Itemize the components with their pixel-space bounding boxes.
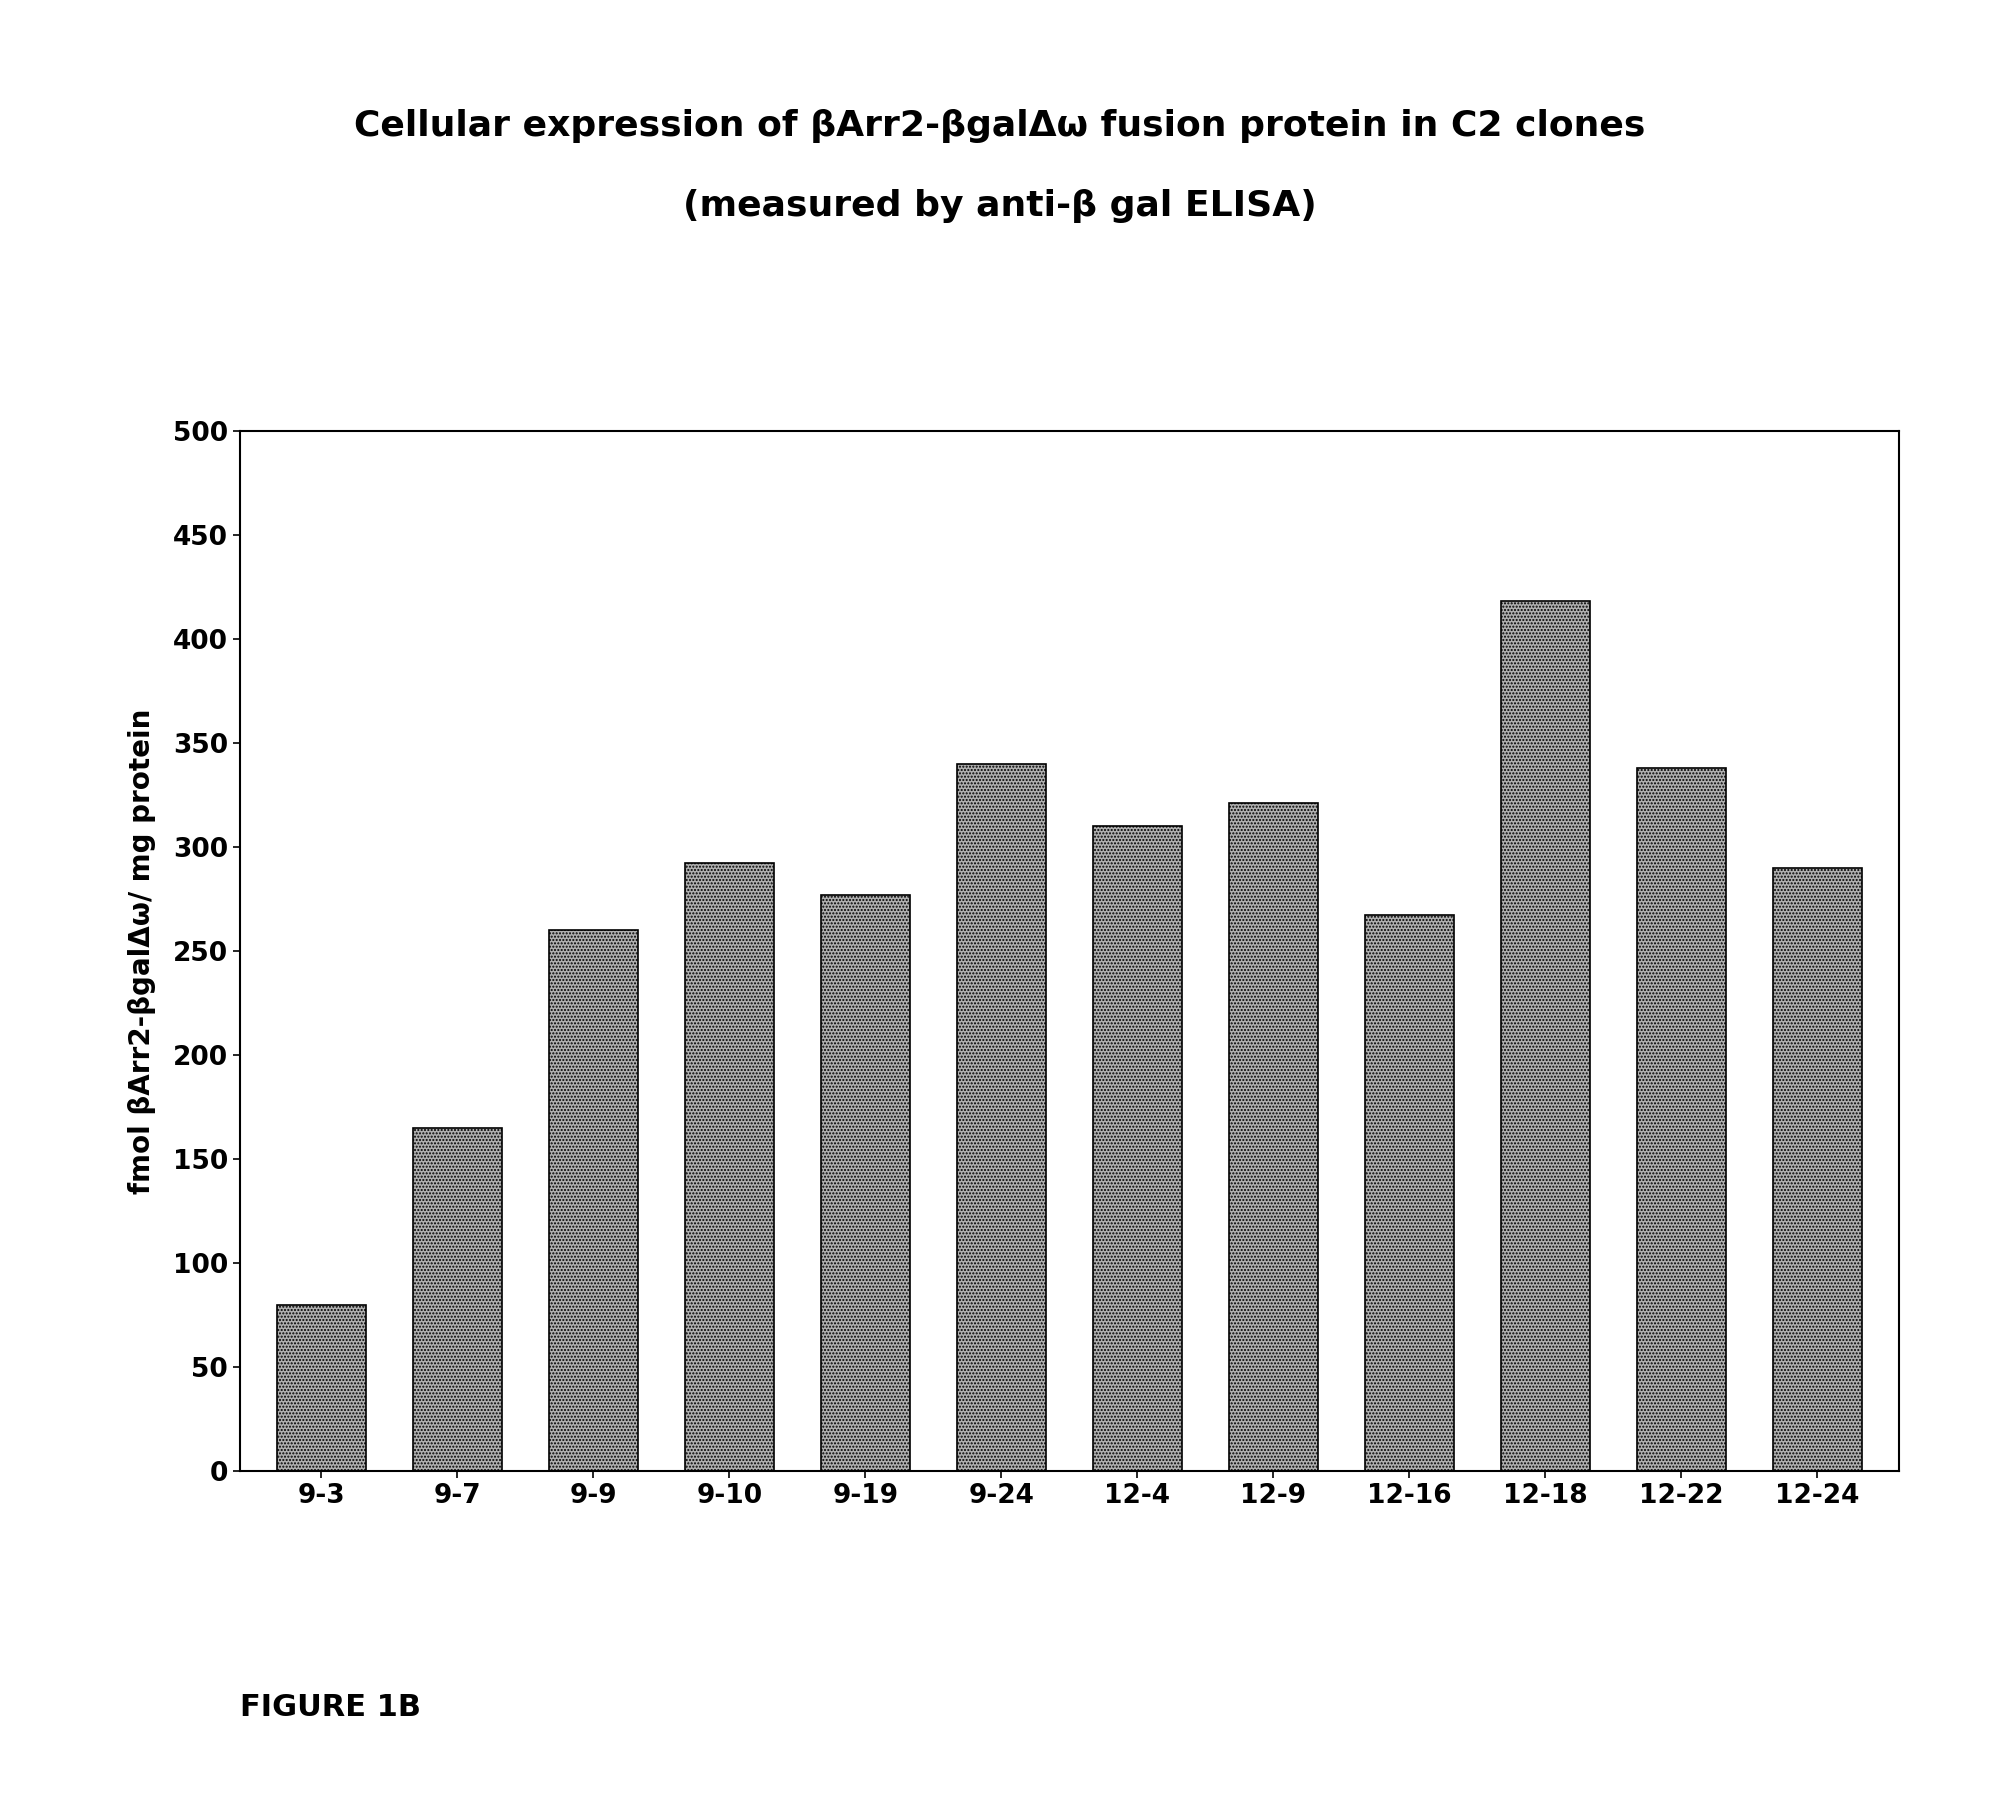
Bar [957,764,1045,1471]
Bar [1093,825,1181,1471]
Bar [414,1128,501,1471]
Bar [821,895,909,1471]
Bar [685,863,773,1471]
Y-axis label: fmol βArr2-βgalΔω/ mg protein: fmol βArr2-βgalΔω/ mg protein [128,709,156,1193]
Bar [1365,915,1453,1471]
Bar [278,1304,366,1471]
Bar [1772,868,1860,1471]
Text: FIGURE 1B: FIGURE 1B [240,1694,422,1722]
Bar [1500,601,1588,1471]
Text: Cellular expression of βArr2-βgalΔω fusion protein in C2 clones: Cellular expression of βArr2-βgalΔω fusi… [354,109,1644,142]
Text: (measured by anti-β gal ELISA): (measured by anti-β gal ELISA) [681,190,1317,222]
Bar [1636,768,1724,1471]
Bar [549,929,637,1471]
Bar [1229,804,1317,1471]
